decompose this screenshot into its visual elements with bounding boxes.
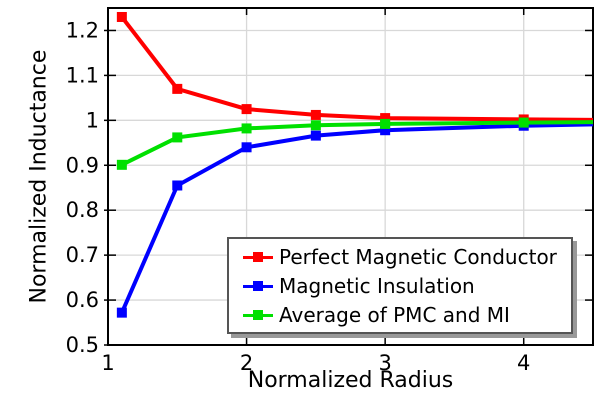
series-marker-0	[172, 83, 183, 94]
legend-marker-avg-icon	[243, 309, 273, 321]
legend-item-avg: Average of PMC and MI	[243, 300, 557, 329]
legend-label-pmc: Perfect Magnetic Conductor	[279, 244, 557, 269]
legend-item-mi: Magnetic Insulation	[243, 271, 557, 300]
legend-label-avg: Average of PMC and MI	[279, 302, 510, 327]
y-axis-title: Normalized Inductance	[26, 49, 52, 304]
series-marker-2	[116, 159, 127, 170]
legend: Perfect Magnetic Conductor Magnetic Insu…	[227, 237, 573, 334]
legend-marker-pmc-icon	[243, 251, 273, 263]
x-tick-label: 3	[378, 351, 391, 375]
y-tick-label: 1.1	[66, 63, 99, 87]
series-marker-1	[241, 142, 252, 153]
y-tick-label: 0.7	[66, 243, 99, 267]
x-tick-label: 4	[517, 351, 530, 375]
legend-item-pmc: Perfect Magnetic Conductor	[243, 242, 557, 271]
y-tick-label: 0.8	[66, 198, 99, 222]
y-tick-label: 0.9	[66, 153, 99, 177]
x-axis-title: Normalized Radius	[247, 368, 454, 393]
series-marker-2	[241, 123, 252, 134]
series-marker-1	[172, 180, 183, 191]
y-tick-label: 1.2	[66, 18, 99, 42]
y-tick-label: 0.5	[66, 333, 99, 357]
series-line-0	[120, 15, 594, 122]
y-tick-label: 1	[86, 108, 99, 132]
legend-label-mi: Magnetic Insulation	[279, 273, 475, 298]
series-marker-2	[310, 120, 321, 131]
y-tick-label: 0.6	[66, 288, 99, 312]
x-tick-label: 2	[240, 351, 253, 375]
series-marker-2	[380, 118, 391, 129]
series-marker-0	[116, 11, 127, 22]
series-marker-1	[310, 130, 321, 141]
legend-marker-mi-icon	[243, 280, 273, 292]
series-marker-0	[241, 104, 252, 115]
x-tick-label: 1	[101, 351, 114, 375]
series-marker-0	[380, 113, 391, 124]
series-marker-1	[380, 125, 391, 136]
plot-frame	[107, 7, 594, 346]
series-marker-2	[172, 132, 183, 143]
series-marker-2	[518, 117, 529, 128]
series-marker-0	[310, 109, 321, 120]
series-marker-1	[116, 307, 127, 318]
